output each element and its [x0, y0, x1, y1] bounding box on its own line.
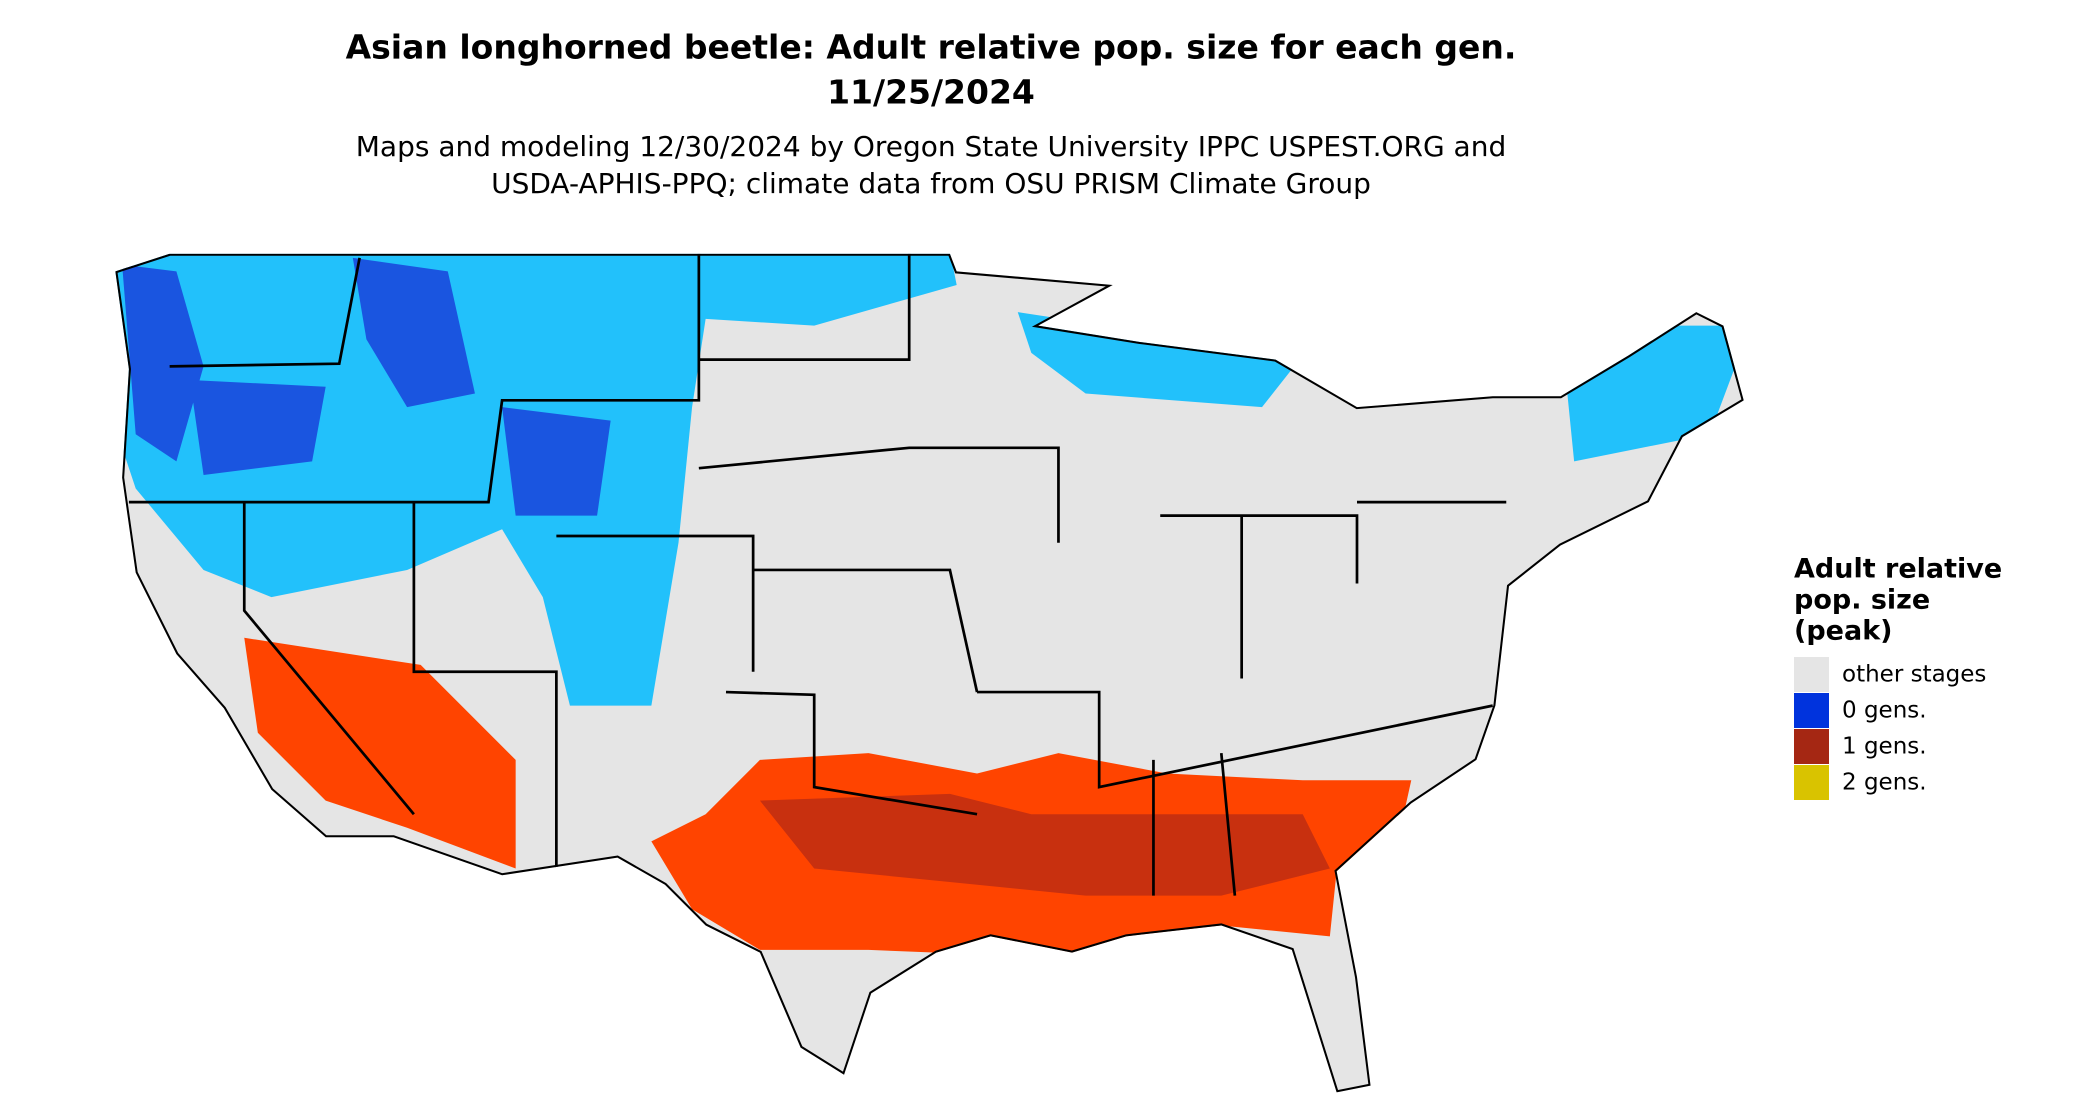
legend-title: pop. size [1794, 585, 1930, 616]
title: Asian longhorned beetle: Adult relative … [346, 28, 1517, 67]
legend-title: Adult relative [1794, 554, 2002, 585]
legend-title: (peak) [1794, 616, 1893, 647]
legend-swatch [1794, 693, 1829, 728]
subtitle: USDA-APHIS-PPQ; climate data from OSU PR… [491, 167, 1371, 200]
subtitle: Maps and modeling 12/30/2024 by Oregon S… [356, 130, 1507, 163]
legend-label: 2 gens. [1842, 770, 1927, 796]
us-map [115, 253, 1744, 1092]
legend-label: 1 gens. [1842, 734, 1927, 760]
legend-swatch [1794, 765, 1829, 800]
legend-label: 0 gens. [1842, 698, 1927, 724]
title: 11/25/2024 [827, 73, 1035, 112]
legend-label: other stages [1842, 662, 1986, 688]
legend-swatch [1794, 657, 1829, 692]
legend-swatch [1794, 729, 1829, 764]
labels: Asian longhorned beetle: Adult relative … [346, 28, 2003, 647]
